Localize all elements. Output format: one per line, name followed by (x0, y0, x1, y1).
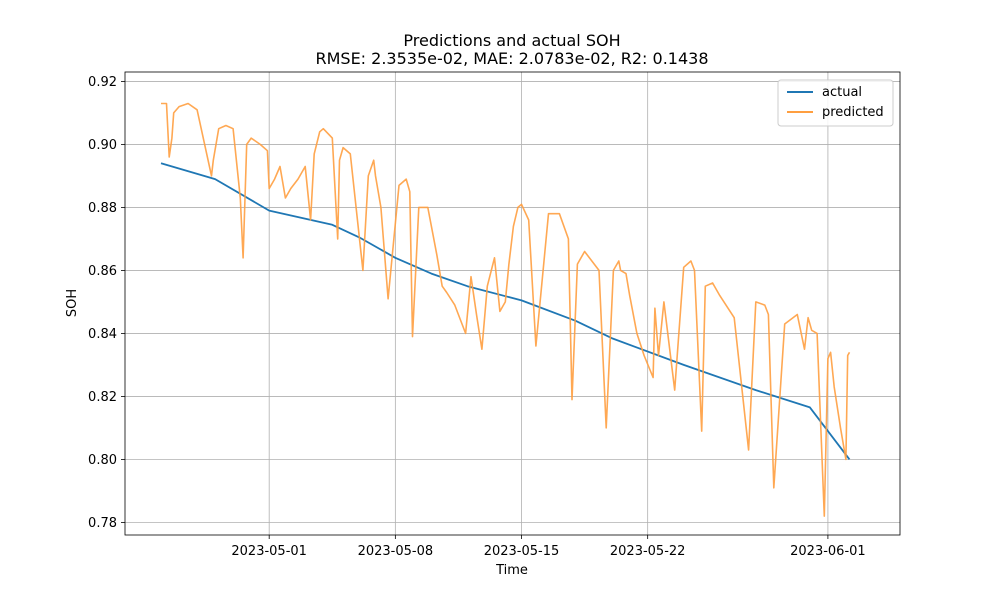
x-tick-label: 2023-06-01 (790, 544, 866, 559)
y-tick-label: 0.90 (88, 138, 117, 153)
x-axis-label: Time (495, 563, 528, 578)
y-tick-label: 0.84 (88, 327, 117, 342)
x-tick-label: 2023-05-08 (358, 544, 434, 559)
series-line-actual (160, 162, 851, 460)
chart-title: Predictions and actual SOH (403, 31, 620, 50)
y-axis-label: SOH (65, 289, 80, 317)
y-tick-label: 0.92 (88, 75, 117, 90)
chart-subtitle: RMSE: 2.3535e-02, MAE: 2.0783e-02, R2: 0… (315, 49, 708, 68)
legend: actual predicted (777, 79, 894, 127)
legend-label-actual: actual (822, 85, 862, 100)
series-lines (160, 102, 851, 517)
x-tick-label: 2023-05-15 (484, 544, 560, 559)
y-tick-label: 0.82 (88, 390, 117, 405)
axis-ticks: 2023-05-01 2023-05-08 2023-05-15 2023-05-22… (88, 75, 866, 559)
x-tick-label: 2023-05-01 (231, 544, 307, 559)
y-tick-label: 0.88 (88, 201, 117, 216)
plot-frame (124, 71, 901, 536)
legend-label-predicted: predicted (822, 105, 884, 120)
y-tick-label: 0.78 (88, 516, 117, 531)
y-tick-label: 0.86 (88, 264, 117, 279)
series-line-predicted (161, 102, 851, 517)
y-tick-label: 0.80 (88, 453, 117, 468)
grid (125, 72, 900, 535)
x-tick-label: 2023-05-22 (610, 544, 686, 559)
